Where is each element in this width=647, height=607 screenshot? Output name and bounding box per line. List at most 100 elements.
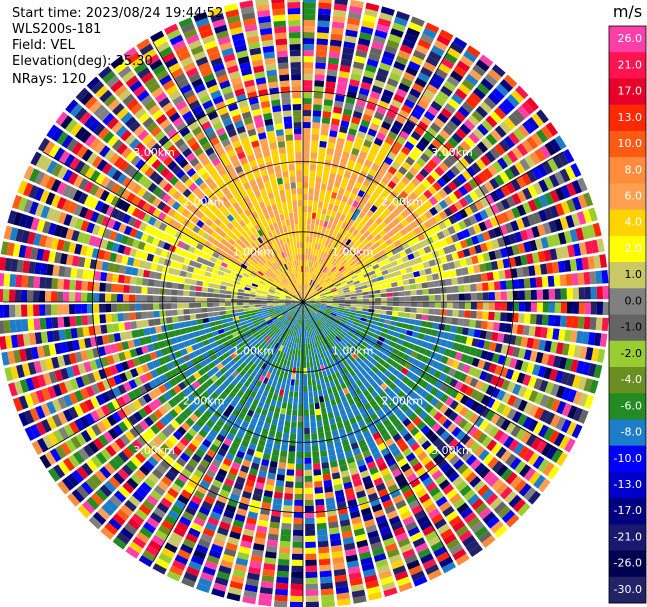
range-gate <box>355 286 362 291</box>
range-gate <box>334 225 341 233</box>
range-gate <box>320 302 327 305</box>
range-gate <box>366 283 374 288</box>
range-gate <box>333 279 340 284</box>
range-gate <box>304 463 312 470</box>
range-gate <box>518 302 525 312</box>
range-gate <box>327 412 335 420</box>
range-gate <box>321 283 328 288</box>
range-gate <box>341 317 348 322</box>
range-gate <box>338 227 345 235</box>
range-gate <box>323 312 330 317</box>
range-gate <box>422 261 431 269</box>
range-gate <box>564 165 576 180</box>
range-gate <box>499 79 514 93</box>
range-gate <box>308 304 315 307</box>
range-gate <box>545 122 559 137</box>
range-gate <box>362 328 369 335</box>
range-gate <box>350 293 357 297</box>
range-gate <box>370 324 378 330</box>
range-gate <box>572 243 582 257</box>
range-gate <box>494 312 501 321</box>
range-gate <box>357 37 371 47</box>
range-gate <box>313 194 319 202</box>
range-gate <box>331 311 338 315</box>
range-gate <box>396 258 404 265</box>
range-gate <box>318 146 326 154</box>
range-gate <box>306 292 311 298</box>
range-gate <box>482 282 489 291</box>
range-gate <box>314 68 326 76</box>
ray <box>303 302 589 424</box>
range-gate <box>315 498 325 506</box>
range-gate <box>336 82 348 91</box>
range-gate <box>459 55 474 68</box>
range-gate <box>363 325 371 331</box>
range-gate <box>481 119 494 132</box>
range-gate <box>147 279 155 287</box>
range-gate <box>336 263 343 270</box>
range-gate <box>469 203 479 214</box>
range-gate <box>496 259 505 270</box>
range-gate <box>383 323 390 330</box>
range-gate <box>433 40 448 52</box>
range-gate <box>473 329 481 338</box>
range-gate <box>473 264 481 274</box>
range-gate <box>338 295 345 298</box>
range-gate <box>310 152 318 159</box>
range-gate <box>484 73 498 87</box>
range-gate <box>388 272 396 278</box>
range-gate <box>359 219 367 227</box>
range-gate <box>409 337 418 344</box>
range-gate <box>414 77 427 88</box>
range-gate <box>427 143 439 154</box>
range-gate <box>545 396 556 410</box>
range-gate <box>9 304 16 318</box>
range-gate <box>462 248 471 257</box>
range-gate <box>356 292 363 296</box>
range-gate <box>123 275 131 284</box>
range-gate <box>557 260 566 273</box>
range-gate <box>370 260 378 266</box>
range-gate <box>392 311 399 317</box>
range-gate <box>506 195 516 208</box>
range-gate <box>449 350 458 359</box>
range-gate <box>319 189 326 197</box>
range-gate <box>303 80 313 87</box>
range-gate <box>522 266 530 277</box>
range-gate <box>286 378 291 385</box>
range-gate <box>290 589 303 596</box>
range-gate <box>106 323 114 333</box>
range-gate <box>339 321 346 326</box>
range-gate <box>277 468 286 476</box>
range-gate <box>381 327 389 334</box>
range-gate <box>496 389 506 401</box>
range-gate <box>416 295 423 301</box>
range-gate <box>468 69 483 82</box>
range-gate <box>476 141 489 154</box>
range-gate <box>440 294 447 301</box>
range-gate <box>294 487 303 494</box>
range-gate <box>354 256 361 263</box>
range-gate <box>45 290 52 302</box>
range-gate <box>596 302 603 315</box>
range-gate <box>310 415 316 422</box>
range-gate <box>413 226 422 235</box>
range-gate <box>399 345 408 353</box>
range-gate <box>337 309 345 313</box>
range-gate <box>293 517 303 524</box>
range-gate <box>303 20 316 27</box>
range-gate <box>303 260 305 267</box>
range-gate <box>524 290 531 300</box>
range-gate <box>314 486 324 494</box>
range-gate <box>352 61 365 70</box>
range-gate <box>430 100 443 112</box>
range-gate <box>379 212 388 221</box>
range-gate <box>442 124 454 136</box>
range-gate <box>303 325 305 332</box>
range-gate <box>527 376 537 388</box>
range-gate <box>552 355 562 368</box>
range-gate <box>314 295 321 299</box>
range-gate <box>432 273 440 281</box>
range-gate <box>210 273 218 279</box>
range-gate <box>453 370 462 380</box>
